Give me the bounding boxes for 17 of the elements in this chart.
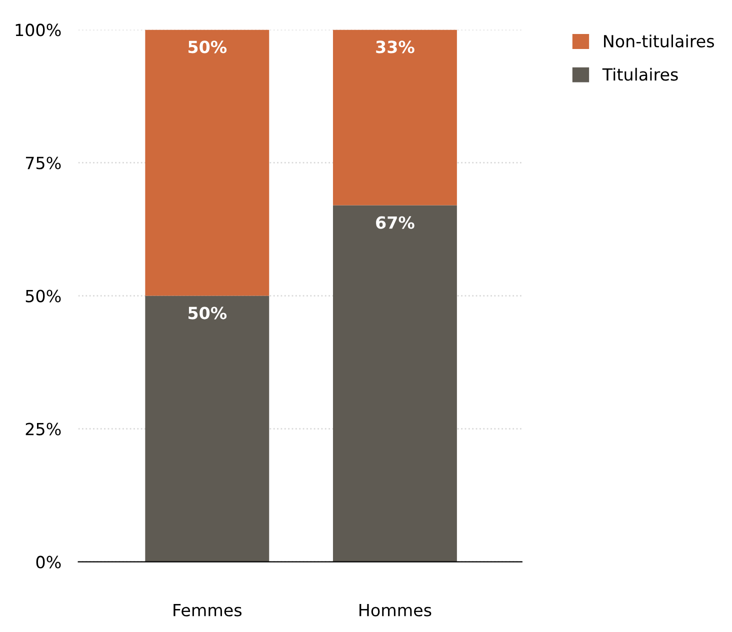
bar [332,205,457,562]
y-tick-label: 75% [26,156,61,170]
y-tick-label: 100% [16,24,61,36]
data-label: 33% [376,40,414,54]
bar [332,30,457,206]
legend-label: Titulaires [602,68,678,81]
bar [145,296,270,562]
data-label: 50% [188,306,227,320]
bar [145,30,270,296]
x-tick-label: Hommes [360,604,432,616]
y-tick-label: 50% [26,290,61,302]
data-label: 50% [188,40,227,54]
x-tick-label: Femmes [174,604,242,616]
legend-label: Non-titulaires [604,34,714,48]
y-tick-label: 25% [26,422,61,436]
y-tick-label: 0% [36,556,61,568]
data-label: 67% [376,216,414,229]
